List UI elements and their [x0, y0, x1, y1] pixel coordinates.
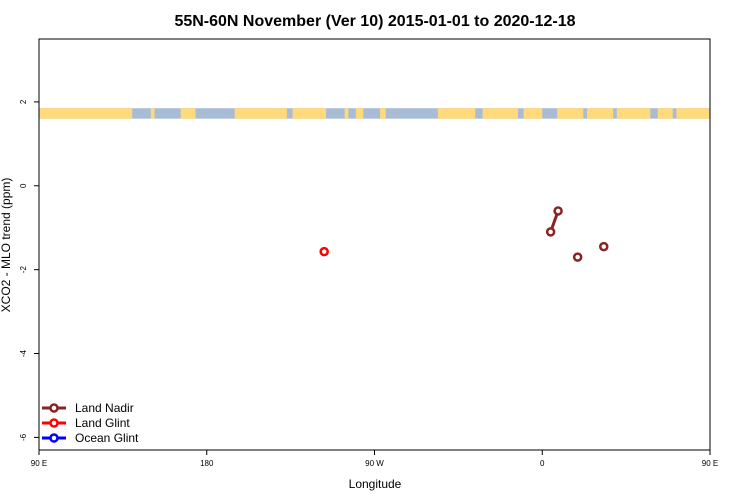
series-layer	[319, 206, 609, 262]
x-axis-label: Longitude	[349, 477, 402, 491]
x-tick-label: 0	[540, 459, 545, 468]
map-land-segment	[292, 108, 327, 119]
map-land-segment	[482, 108, 519, 119]
chart-title: 55N-60N November (Ver 10) 2015-01-01 to …	[174, 13, 575, 30]
map-land-segment	[586, 108, 614, 119]
map-land-segment	[39, 108, 133, 119]
map-land-segment	[523, 108, 543, 119]
x-tick-label: 90 E	[702, 459, 718, 468]
legend-marker	[49, 418, 59, 428]
y-tick-label: -6	[19, 433, 28, 441]
map-ocean-band	[39, 108, 710, 119]
map-land-segment	[557, 108, 584, 119]
y-tick-label: -2	[19, 266, 28, 274]
y-tick-label: 2	[19, 99, 28, 104]
x-tick-label: 90 W	[365, 459, 384, 468]
x-axis: 90 E 180 90 W 0 90 E	[31, 450, 718, 468]
data-point	[319, 246, 329, 257]
map-land-segment	[437, 108, 476, 119]
map-strip	[39, 108, 710, 119]
legend-marker	[49, 403, 59, 413]
data-point	[572, 252, 583, 262]
plot-frame	[38, 38, 711, 451]
map-land-segment	[355, 108, 364, 119]
map-land-segment	[616, 108, 651, 119]
map-land-segment	[234, 108, 287, 119]
data-point	[545, 227, 556, 237]
legend-label: Land Glint	[75, 416, 130, 430]
map-land-segment	[676, 108, 710, 119]
y-axis: 2 0 -2 -4 -6	[19, 99, 39, 441]
data-point	[599, 241, 609, 252]
legend-label: Ocean Glint	[75, 431, 139, 445]
data-point	[553, 206, 563, 216]
y-tick-label: -4	[19, 349, 28, 357]
y-axis-label: XCO2 - MLO trend (ppm)	[0, 178, 13, 313]
legend-label: Land Nadir	[75, 401, 134, 415]
map-land-segment	[150, 108, 155, 119]
map-land-segment	[344, 108, 349, 119]
x-tick-label: 180	[200, 459, 214, 468]
legend-marker	[49, 433, 59, 443]
y-tick-label: 0	[19, 183, 28, 188]
map-land-segment	[180, 108, 196, 119]
map-land-segment	[657, 108, 673, 119]
map-land-segment	[380, 108, 386, 119]
x-tick-label: 90 E	[31, 459, 47, 468]
